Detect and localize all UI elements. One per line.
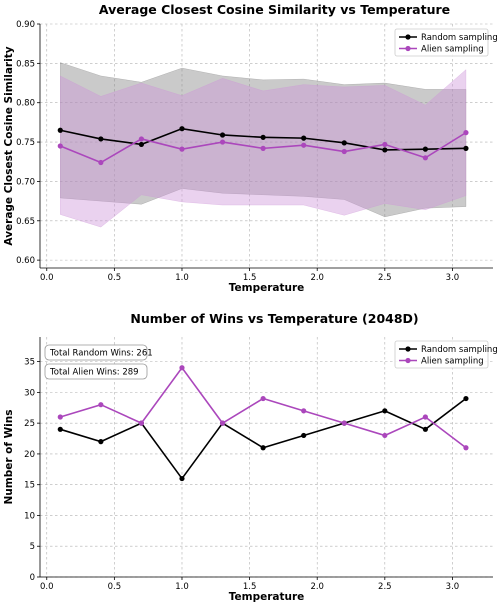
chart1-ytick-label-3: 0.75: [16, 138, 35, 148]
chart1-ytick-label-4: 0.80: [16, 99, 35, 109]
chart1-ytick-label-2: 0.70: [16, 177, 35, 187]
chart1-point-1-8: [382, 141, 388, 148]
chart1-point-1-1: [98, 159, 104, 166]
chart2-point-1-7: [341, 420, 347, 426]
chart1-point-0-9: [422, 146, 428, 152]
chart2-point-1-0: [57, 414, 63, 420]
chart1-point-0-1: [98, 136, 104, 142]
chart1-xtick-label-2: 1.0: [175, 273, 189, 283]
chart1-ylabel: Average Closest Cosine Similarity: [3, 46, 15, 245]
chart1-ytick-label-0: 0.60: [16, 256, 35, 266]
chart1-legend-box: [394, 28, 489, 57]
chart1-xlabel: Temperature: [229, 282, 305, 294]
chart2-point-1-1: [98, 402, 104, 408]
chart2-point-0-6: [301, 432, 307, 439]
chart2-xtick-label-5: 2.5: [378, 582, 392, 592]
chart2-point-1-10: [463, 445, 469, 451]
chart2-xtick-label-0: 0.0: [40, 582, 54, 592]
chart2-title: Number of Wins vs Temperature (2048D): [130, 311, 418, 326]
chart2-point-0-9: [422, 426, 428, 432]
chart2-ytick-label-1: 5: [30, 542, 35, 552]
chart1-point-0-0: [57, 127, 63, 133]
chart1-point-0-6: [301, 135, 307, 141]
chart1-point-0-3: [179, 126, 185, 132]
chart1-point-1-10: [463, 130, 469, 136]
chart1-legend-label-0: Random sampling: [421, 33, 498, 43]
chart1-xtick-label-0: 0.0: [40, 273, 54, 283]
chart2-point-0-10: [463, 395, 469, 402]
chart2-xlabel: Temperature: [229, 591, 305, 603]
chart1-point-1-2: [138, 136, 145, 142]
chart1-point-0-4: [219, 132, 226, 138]
chart2-point-1-3: [179, 365, 185, 371]
chart2-point-0-1: [98, 439, 104, 445]
chart2-annotation-text-0: Total Random Wins: 261: [49, 349, 153, 359]
chart1-ytick-label-1: 0.65: [16, 217, 35, 227]
chart2-legend-box: [394, 340, 489, 369]
chart2-ytick-label-2: 10: [24, 511, 35, 521]
chart1-point-1-7: [341, 148, 347, 155]
chart2-annotation-box-0: [44, 344, 148, 361]
chart2-annotation-box-1: [44, 363, 148, 380]
chart1-point-1-9: [422, 155, 428, 161]
chart2-ytick-label-6: 30: [24, 388, 35, 398]
chart2-point-0-5: [260, 445, 266, 451]
chart1-xtick-label-1: 0.5: [108, 273, 122, 283]
chart2-xtick-label-6: 3.0: [446, 582, 460, 592]
chart1-xtick-label-4: 2.0: [310, 273, 324, 283]
chart1-ytick-label-6: 0.90: [16, 20, 35, 30]
chart2-series-line-1: [60, 366, 467, 449]
chart2-ytick-label-7: 35: [24, 358, 35, 368]
chart2-point-1-6: [301, 408, 307, 414]
chart2-point-1-9: [422, 414, 428, 420]
chart2-series-line-0: [60, 397, 467, 480]
chart2-xtick-label-4: 2.0: [310, 582, 324, 592]
chart1-point-0-10: [463, 145, 469, 151]
chart2-annotation-text-1: Total Alien Wins: 289: [49, 368, 139, 378]
chart1-xtick-label-6: 3.0: [446, 273, 460, 283]
chart2-legend-label-0: Random sampling: [421, 345, 498, 355]
chart1-point-1-3: [179, 146, 185, 152]
chart2-ylabel: Number of Wins: [3, 409, 15, 504]
chart2-point-0-0: [57, 426, 63, 432]
chart2-xtick-label-3: 1.5: [243, 582, 257, 592]
chart1-point-0-7: [341, 140, 347, 146]
chart2-point-0-8: [382, 408, 388, 414]
chart2-legend-marker-0: [405, 346, 411, 352]
chart2-legend-marker-1: [405, 357, 411, 364]
chart2-ytick-label-4: 20: [24, 450, 35, 460]
chart2-ytick-label-3: 15: [24, 481, 35, 491]
chart1-point-1-4: [219, 139, 226, 145]
chart1-legend-marker-0: [405, 34, 411, 40]
chart2-point-1-4: [219, 420, 226, 426]
chart1-point-0-8: [382, 147, 388, 153]
chart2-point-1-8: [382, 432, 388, 439]
chart1-ytick-label-5: 0.85: [16, 59, 35, 69]
chart1-xtick-label-3: 1.5: [243, 273, 257, 283]
chart2-xtick-label-2: 1.0: [175, 582, 189, 592]
chart1-point-0-5: [260, 134, 266, 140]
chart1-legend-label-1: Alien sampling: [421, 45, 484, 55]
chart2-point-1-5: [260, 395, 266, 402]
chart1-title: Average Closest Cosine Similarity vs Tem…: [99, 2, 450, 17]
chart1-xtick-label-5: 2.5: [378, 273, 392, 283]
chart1-point-0-2: [138, 141, 145, 148]
chart2-xtick-label-1: 0.5: [108, 582, 122, 592]
chart2-point-1-2: [138, 420, 145, 426]
chart2-ytick-label-5: 25: [24, 419, 35, 429]
chart1-point-1-6: [301, 142, 307, 148]
chart2-legend-label-1: Alien sampling: [421, 357, 484, 367]
chart1-point-1-0: [57, 143, 63, 149]
chart2-ytick-label-0: 0: [30, 573, 35, 583]
chart1-point-1-5: [260, 145, 266, 151]
chart1-legend-marker-1: [405, 45, 411, 52]
chart2-point-0-3: [179, 475, 185, 482]
